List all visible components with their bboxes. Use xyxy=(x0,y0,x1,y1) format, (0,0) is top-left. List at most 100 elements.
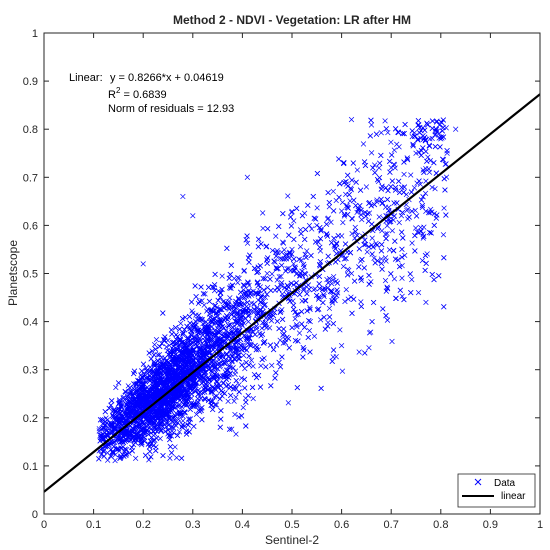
data-point xyxy=(378,152,384,159)
data-point xyxy=(307,349,313,355)
data-point xyxy=(112,457,118,464)
data-point xyxy=(288,223,295,229)
data-point xyxy=(255,264,261,270)
data-point xyxy=(147,448,153,455)
data-point xyxy=(173,394,179,400)
data-point xyxy=(392,238,398,244)
data-point xyxy=(164,357,170,364)
data-point xyxy=(341,160,347,167)
data-point xyxy=(238,346,245,353)
data-point xyxy=(440,232,447,238)
data-point xyxy=(287,250,293,257)
data-point xyxy=(159,388,166,394)
data-point xyxy=(294,324,300,330)
data-point xyxy=(111,424,117,430)
data-point xyxy=(111,407,117,413)
data-point xyxy=(308,252,314,259)
data-point xyxy=(426,142,432,148)
data-point xyxy=(243,307,249,314)
data-point xyxy=(331,235,337,242)
data-point xyxy=(237,317,244,323)
data-point xyxy=(129,448,135,454)
data-point xyxy=(419,202,426,209)
data-point xyxy=(401,171,407,177)
data-point xyxy=(345,296,351,302)
data-point xyxy=(260,225,266,232)
data-point xyxy=(100,425,106,431)
data-point xyxy=(426,143,433,149)
data-point xyxy=(384,230,390,237)
data-point xyxy=(440,156,446,162)
data-point xyxy=(290,306,297,313)
data-point xyxy=(312,239,319,245)
data-point xyxy=(132,455,139,462)
data-point xyxy=(368,279,374,285)
data-point xyxy=(334,241,340,247)
data-point xyxy=(163,358,169,364)
data-point xyxy=(273,342,280,348)
data-point xyxy=(341,213,348,219)
data-point xyxy=(402,252,408,259)
data-point xyxy=(296,256,302,263)
data-point xyxy=(258,333,264,339)
data-point xyxy=(198,407,204,414)
data-point xyxy=(263,243,270,249)
data-point xyxy=(374,242,380,248)
data-point xyxy=(183,431,190,437)
data-point xyxy=(317,259,324,265)
data-point xyxy=(424,122,431,128)
data-point xyxy=(349,177,355,183)
data-point xyxy=(212,271,218,278)
data-point xyxy=(267,342,274,348)
data-point xyxy=(192,388,198,394)
data-point xyxy=(116,397,123,403)
data-point xyxy=(271,258,277,264)
data-point xyxy=(239,362,245,368)
data-point xyxy=(334,280,341,286)
data-point xyxy=(372,169,378,176)
data-point xyxy=(137,437,144,443)
data-point xyxy=(418,197,425,203)
data-point xyxy=(301,347,307,353)
data-point xyxy=(297,291,303,298)
data-point xyxy=(371,255,377,261)
data-point xyxy=(201,302,207,308)
data-point xyxy=(240,282,247,288)
data-point xyxy=(434,212,440,218)
data-point xyxy=(201,352,207,358)
data-point xyxy=(420,145,426,151)
data-point xyxy=(289,209,295,216)
data-point xyxy=(160,452,166,459)
data-point xyxy=(311,287,317,293)
data-point xyxy=(151,352,157,358)
data-point xyxy=(424,158,430,164)
data-point xyxy=(334,292,340,299)
data-point xyxy=(117,455,124,461)
data-point xyxy=(198,395,204,401)
data-point xyxy=(396,219,402,226)
data-point xyxy=(408,189,415,195)
data-point xyxy=(155,375,161,381)
data-point xyxy=(172,413,178,419)
data-point xyxy=(209,324,215,330)
data-point xyxy=(190,347,196,353)
data-point xyxy=(283,256,290,262)
data-point xyxy=(369,318,375,325)
data-point xyxy=(369,235,375,241)
data-point xyxy=(163,386,169,392)
data-point xyxy=(256,236,262,242)
data-point xyxy=(108,453,114,459)
data-point xyxy=(418,128,424,134)
data-point xyxy=(374,197,380,203)
data-point xyxy=(129,434,136,440)
data-point xyxy=(386,219,393,225)
data-point xyxy=(417,181,424,187)
data-point xyxy=(232,318,238,324)
data-point xyxy=(376,214,382,220)
data-point xyxy=(221,390,228,397)
data-point xyxy=(226,353,232,360)
data-point xyxy=(250,363,256,369)
data-point xyxy=(122,446,128,452)
data-point xyxy=(294,312,300,318)
data-point xyxy=(316,262,323,268)
